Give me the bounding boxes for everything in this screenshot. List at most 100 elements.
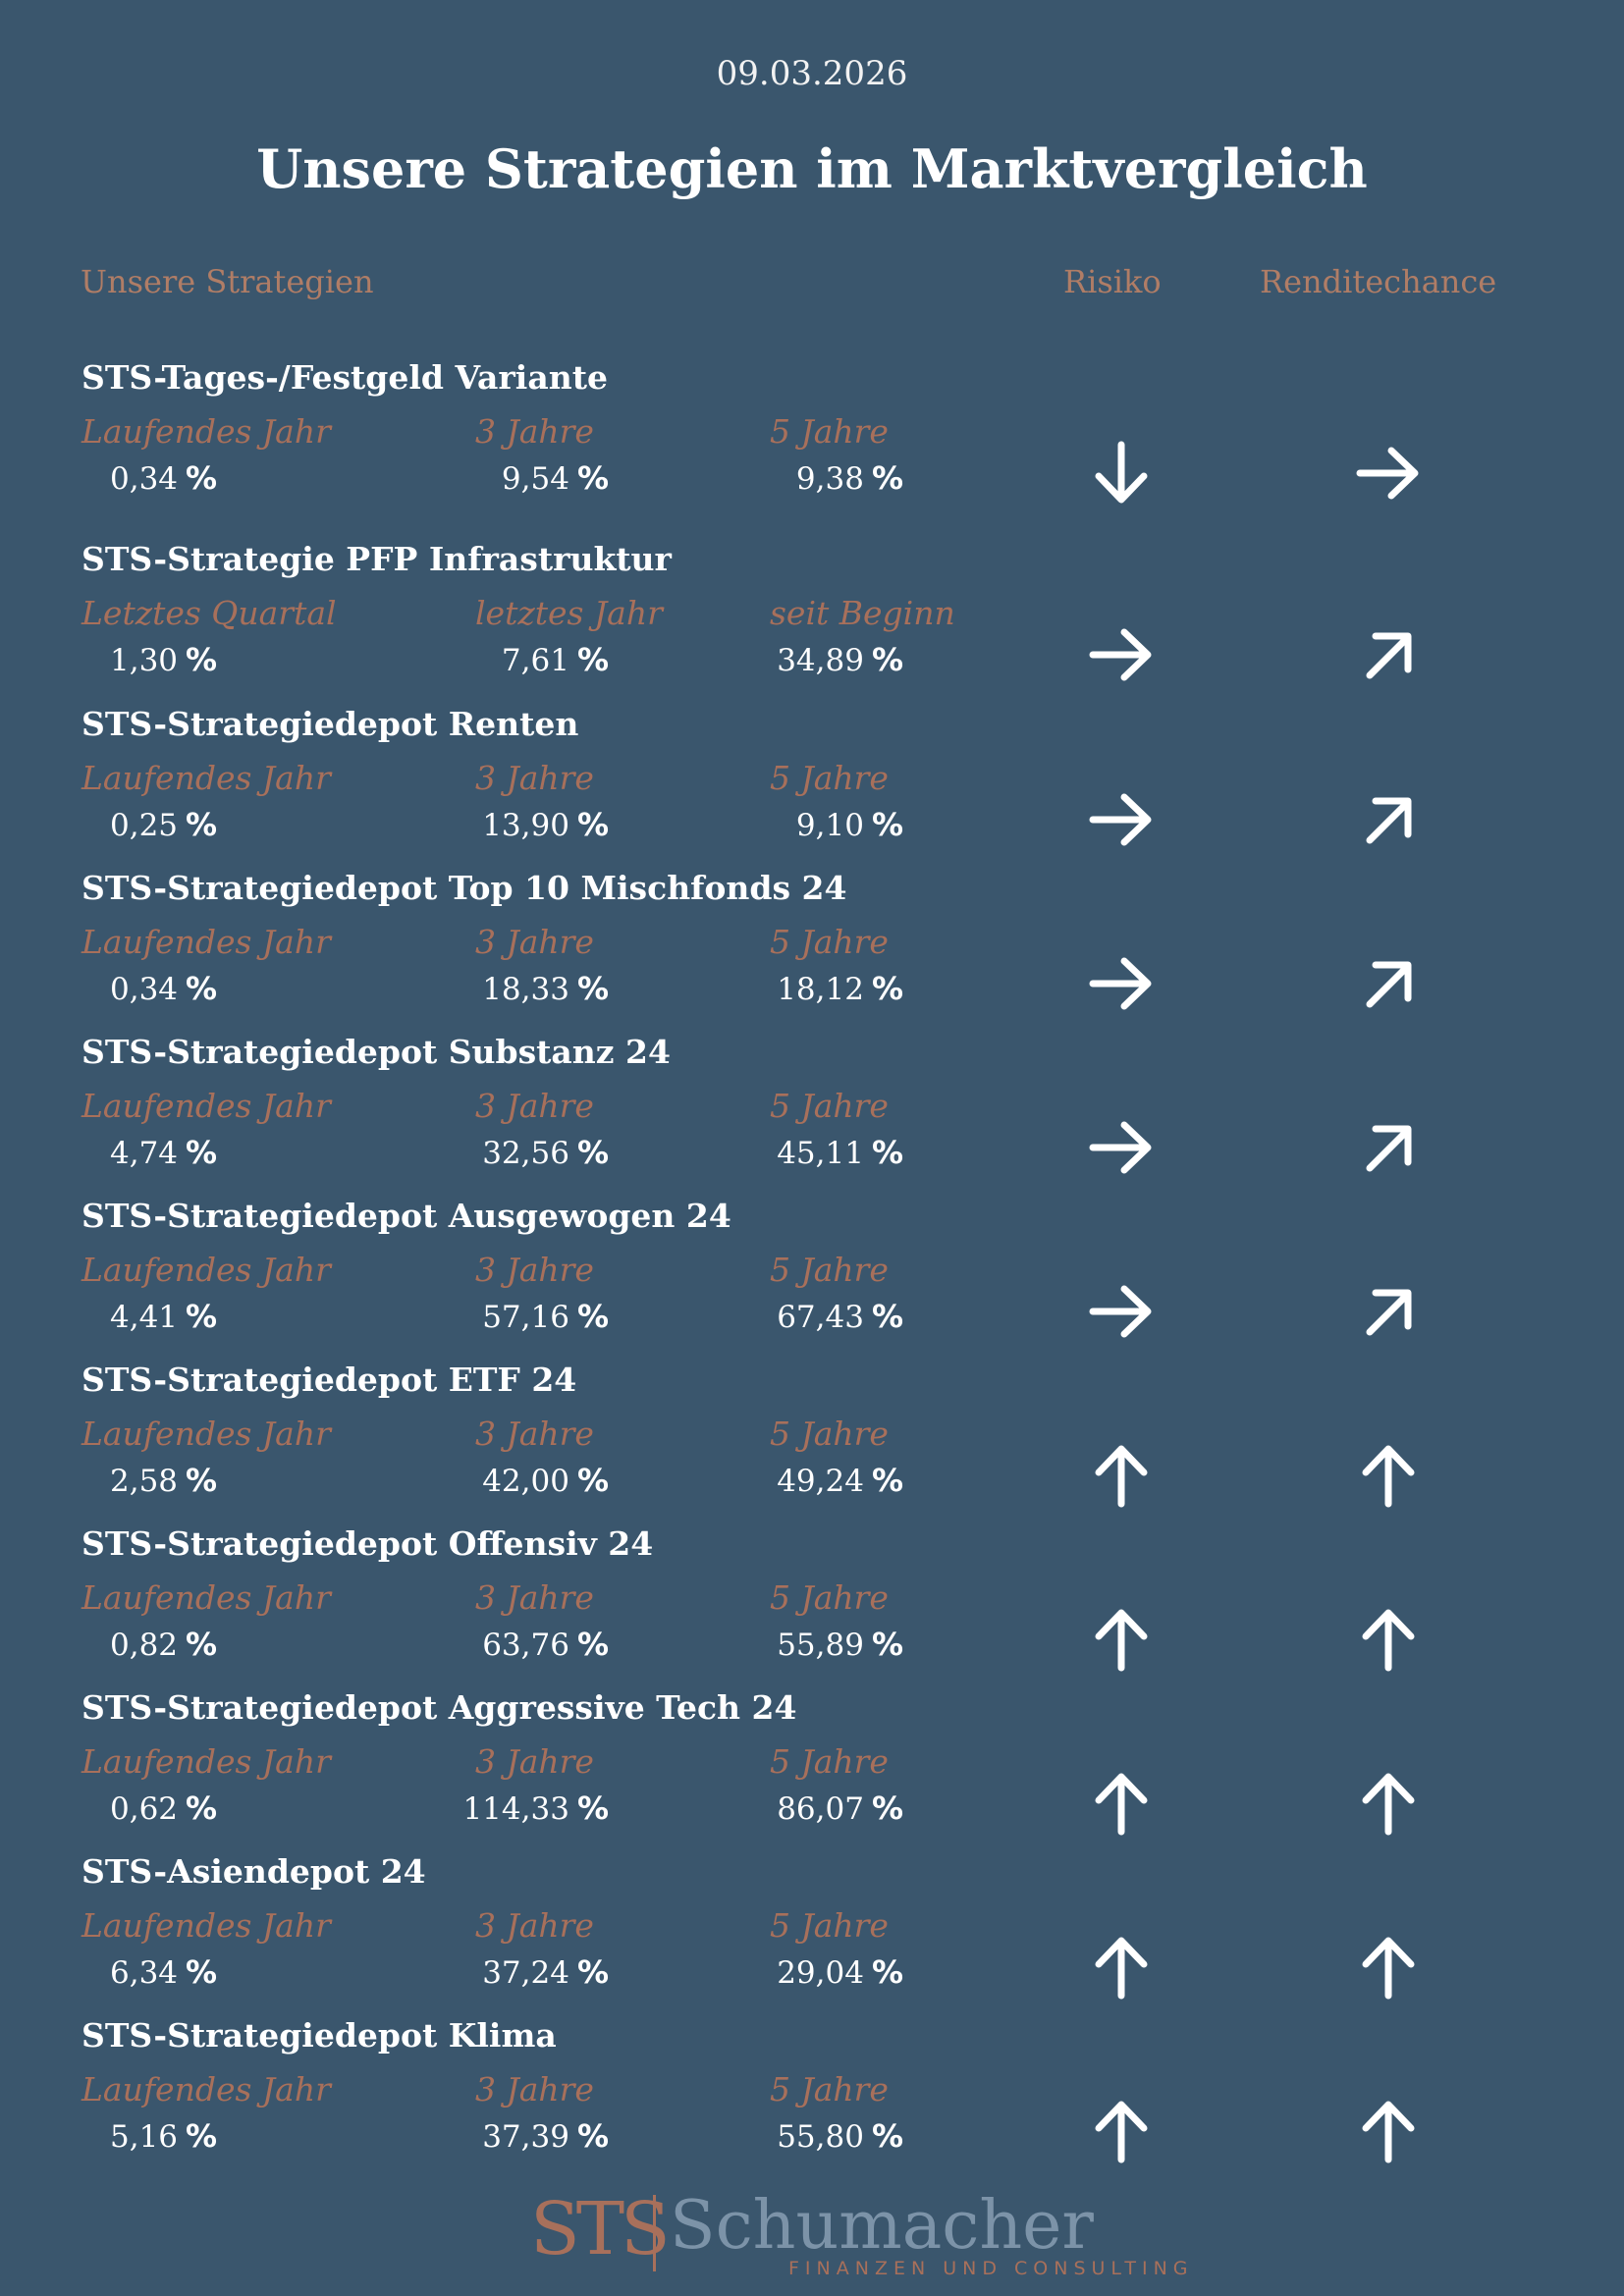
strategy-block: STS-Strategiedepot Substanz 24 Laufendes … (0, 1033, 1624, 1200)
percent-sign: % (186, 2117, 218, 2155)
arrow-right-icon (1352, 437, 1425, 509)
period-value-1: 5,16% (110, 2117, 217, 2155)
percent-sign: % (871, 1298, 903, 1335)
percent-sign: % (186, 1134, 218, 1171)
percent-sign: % (576, 641, 609, 678)
percent-sign: % (576, 1789, 609, 1827)
percent-sign: % (871, 1953, 903, 1991)
value-number: 63,76 (482, 1628, 569, 1663)
percent-sign: % (576, 1626, 609, 1663)
value-number: 9,10 (795, 808, 864, 843)
percent-sign: % (576, 459, 609, 497)
value-number: 0,62 (110, 1791, 179, 1827)
arrow-up-right-icon (1352, 783, 1425, 856)
period-value-1: 1,30% (110, 641, 217, 678)
percent-sign: % (186, 1462, 218, 1499)
period-value-2: 37,24% (482, 1953, 609, 1991)
period-value-3: 55,80% (777, 2117, 903, 2155)
period-label-1: Laufendes Jahr (81, 1087, 331, 1125)
strategy-name: STS-Strategiedepot Klima (81, 2016, 557, 2055)
value-number: 18,33 (482, 972, 569, 1007)
strategy-block: STS-Strategiedepot Aggressive Tech 24 Lau… (0, 1688, 1624, 1855)
value-number: 45,11 (777, 1136, 864, 1171)
percent-sign: % (871, 641, 903, 678)
value-number: 1,30 (110, 643, 179, 678)
arrow-up-icon (1352, 1603, 1425, 1676)
value-number: 7,61 (501, 643, 569, 678)
arrow-right-icon (1085, 1111, 1158, 1184)
value-number: 37,39 (482, 2119, 569, 2155)
strategy-block: STS-Strategiedepot Klima Laufendes Jahr 3 … (0, 2016, 1624, 2183)
strategy-name: STS-Strategiedepot Aggressive Tech 24 (81, 1688, 797, 1727)
period-label-3: 5 Jahre (770, 1415, 889, 1453)
period-label-2: 3 Jahre (475, 1906, 594, 1945)
arrow-right-icon (1085, 618, 1158, 691)
period-label-3: seit Beginn (770, 594, 955, 632)
period-label-2: letztes Jahr (475, 594, 663, 632)
period-label-3: 5 Jahre (770, 1578, 889, 1617)
arrow-down-icon (1085, 437, 1158, 509)
arrow-up-icon (1085, 1767, 1158, 1840)
percent-sign: % (871, 1789, 903, 1827)
percent-sign: % (186, 641, 218, 678)
period-value-3: 9,10% (796, 806, 903, 843)
period-value-2: 114,33% (462, 1789, 609, 1827)
value-number: 13,90 (482, 808, 569, 843)
company-tagline: FINANZEN UND CONSULTING (788, 2258, 1194, 2279)
arrow-up-icon (1085, 1439, 1158, 1512)
value-number: 86,07 (777, 1791, 864, 1827)
period-label-1: Laufendes Jahr (81, 1415, 331, 1453)
arrow-up-icon (1085, 2095, 1158, 2167)
value-number: 5,16 (110, 2119, 179, 2155)
value-number: 4,41 (110, 1300, 179, 1335)
value-number: 42,00 (482, 1464, 569, 1499)
period-value-3: 55,89% (777, 1626, 903, 1663)
period-label-1: Laufendes Jahr (81, 2070, 331, 2109)
value-number: 0,25 (110, 808, 179, 843)
period-value-2: 37,39% (482, 2117, 609, 2155)
period-label-2: 3 Jahre (475, 1415, 594, 1453)
period-label-1: Letztes Quartal (81, 594, 337, 632)
period-label-1: Laufendes Jahr (81, 923, 331, 961)
strategy-block: STS-Asiendepot 24 Laufendes Jahr 3 Jahre 5 … (0, 1852, 1624, 2019)
period-value-2: 9,54% (502, 459, 609, 497)
percent-sign: % (871, 1626, 903, 1663)
period-label-2: 3 Jahre (475, 759, 594, 797)
value-number: 2,58 (110, 1464, 179, 1499)
value-number: 37,24 (482, 1955, 569, 1991)
report-date: 09.03.2026 (716, 54, 908, 93)
period-value-1: 0,34% (110, 970, 217, 1007)
period-label-1: Laufendes Jahr (81, 759, 331, 797)
value-number: 0,82 (110, 1628, 179, 1663)
arrow-up-icon (1352, 1439, 1425, 1512)
arrow-right-icon (1085, 1275, 1158, 1348)
period-label-1: Laufendes Jahr (81, 1251, 331, 1289)
value-number: 29,04 (777, 1955, 864, 1991)
arrow-up-icon (1352, 1931, 1425, 2003)
value-number: 49,24 (777, 1464, 864, 1499)
period-label-3: 5 Jahre (770, 1087, 889, 1125)
percent-sign: % (576, 1462, 609, 1499)
value-number: 18,12 (777, 972, 864, 1007)
value-number: 4,74 (110, 1136, 179, 1171)
logo-divider (653, 2195, 656, 2271)
strategy-block: STS-Strategiedepot Renten Laufendes Jahr 3… (0, 705, 1624, 872)
period-value-1: 2,58% (110, 1462, 217, 1499)
percent-sign: % (871, 806, 903, 843)
period-value-2: 57,16% (482, 1298, 609, 1335)
arrow-right-icon (1085, 947, 1158, 1020)
percent-sign: % (576, 2117, 609, 2155)
strategy-block: STS-Strategiedepot Offensiv 24 Laufendes … (0, 1524, 1624, 1691)
percent-sign: % (186, 459, 218, 497)
period-label-3: 5 Jahre (770, 759, 889, 797)
period-value-2: 42,00% (482, 1462, 609, 1499)
value-number: 0,34 (110, 461, 179, 497)
period-label-2: 3 Jahre (475, 1087, 594, 1125)
period-label-2: 3 Jahre (475, 1742, 594, 1781)
percent-sign: % (871, 970, 903, 1007)
period-value-1: 6,34% (110, 1953, 217, 1991)
period-label-3: 5 Jahre (770, 923, 889, 961)
period-label-2: 3 Jahre (475, 923, 594, 961)
arrow-up-icon (1085, 1931, 1158, 2003)
value-number: 57,16 (482, 1300, 569, 1335)
